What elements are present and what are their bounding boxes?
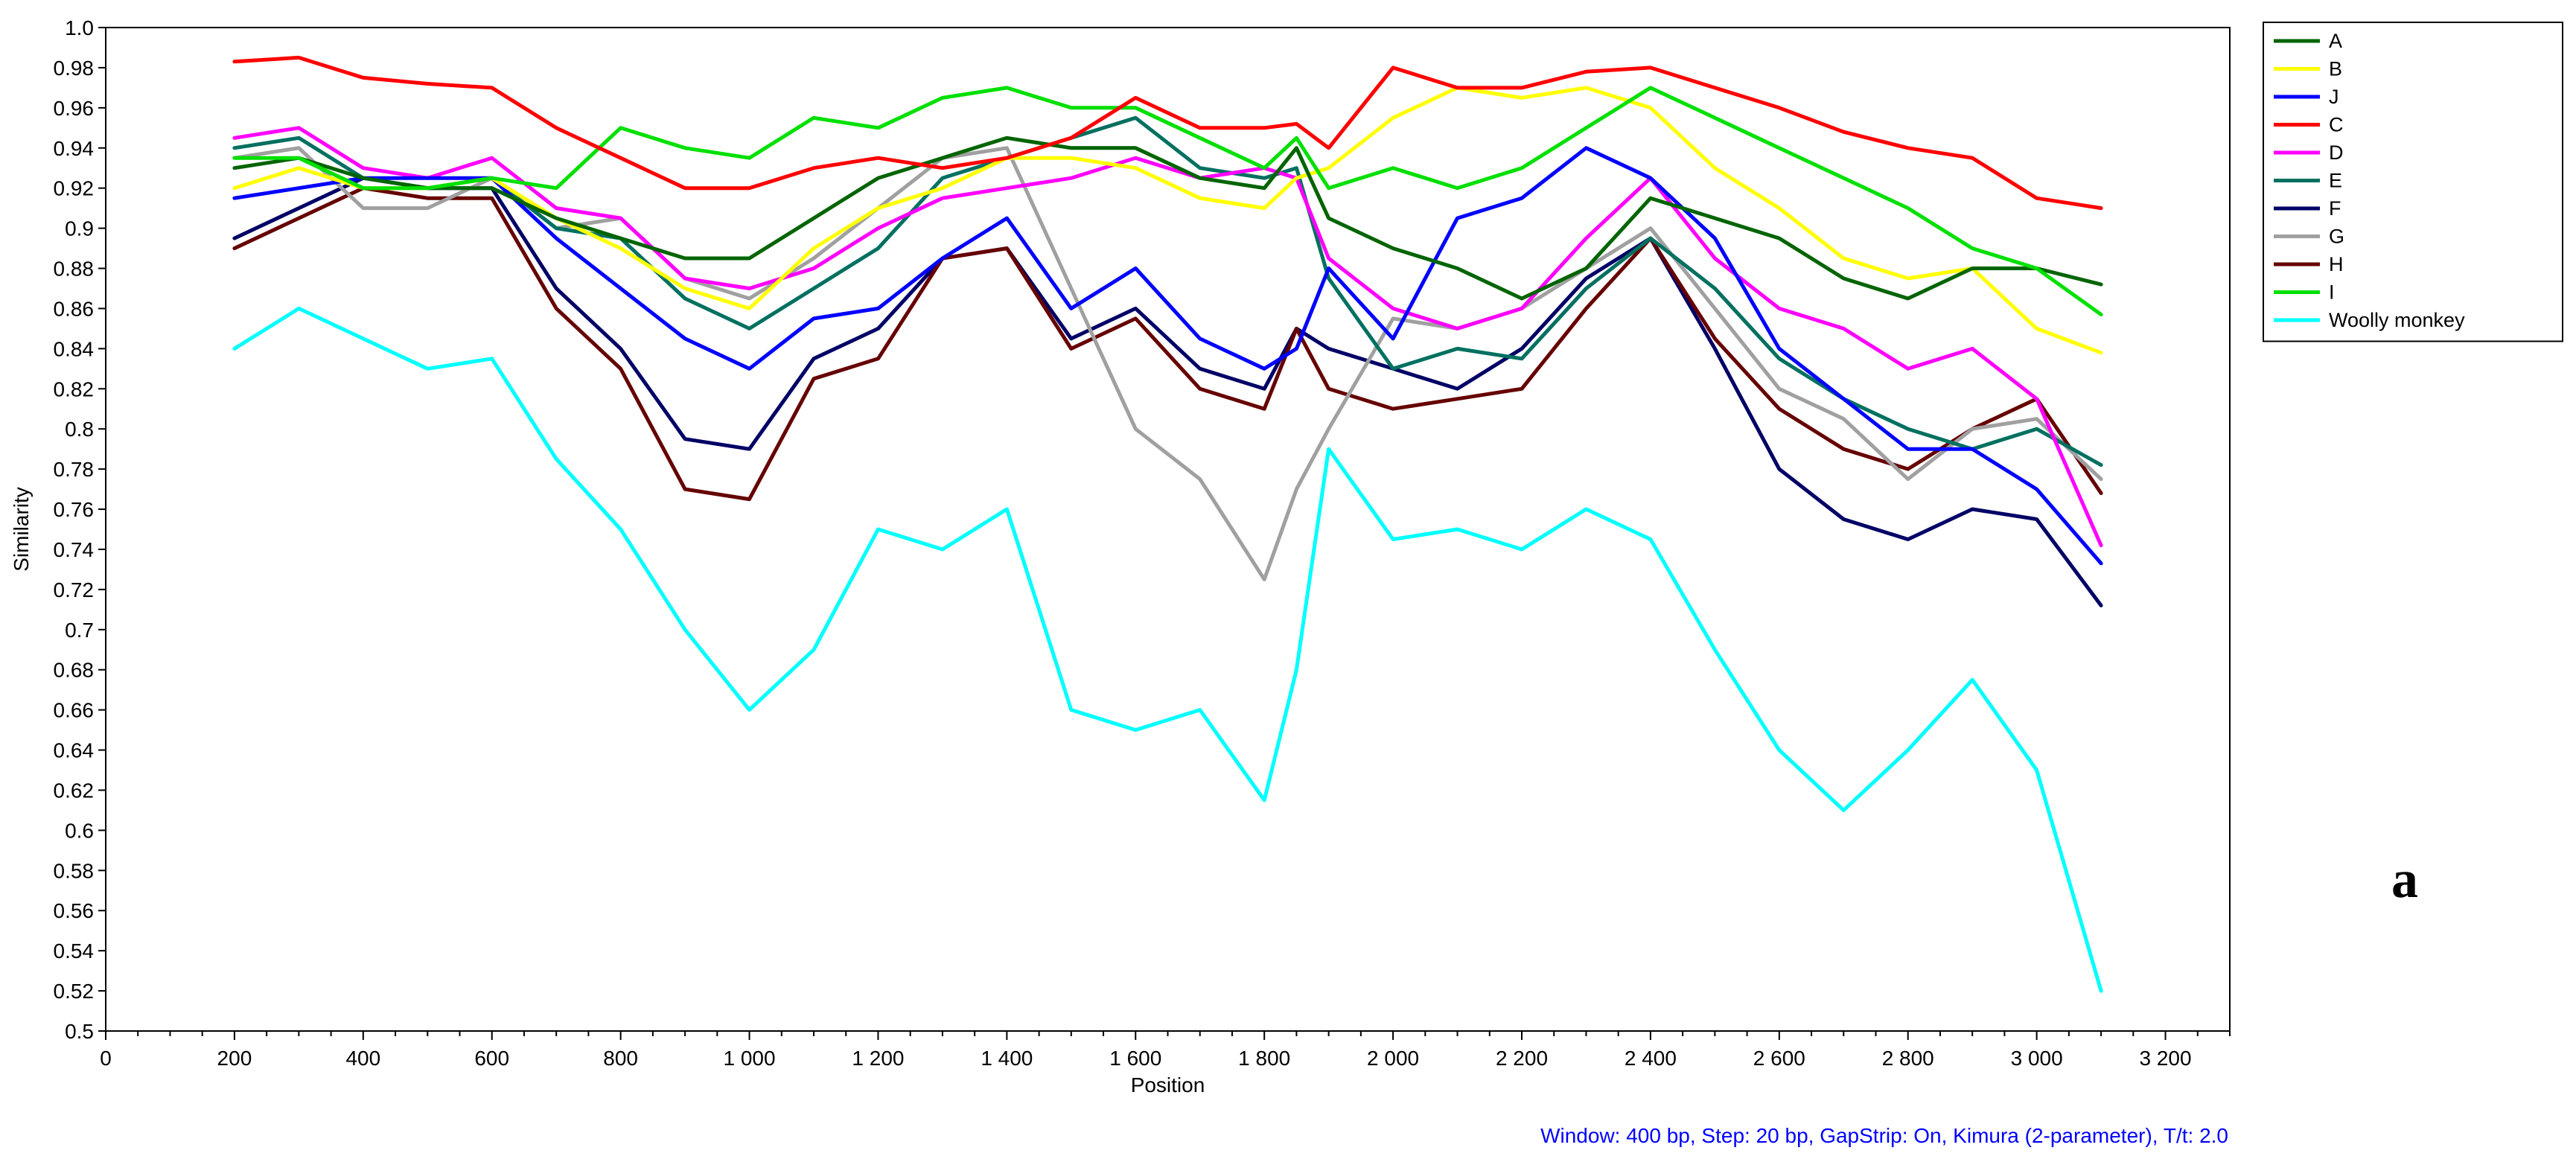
y-tick-label: 0.68 (54, 659, 95, 682)
y-tick-label: 0.98 (54, 57, 95, 80)
y-tick-label: 0.8 (65, 418, 94, 441)
y-tick-label: 0.6 (65, 819, 94, 842)
legend-label-g: G (2329, 226, 2344, 248)
y-tick-label: 0.56 (54, 899, 95, 922)
parameters-note: Window: 400 bp, Step: 20 bp, GapStrip: O… (1540, 1124, 2228, 1147)
y-tick-label: 0.86 (54, 297, 95, 320)
y-tick-label: 0.88 (54, 258, 95, 281)
panel-letter: a (2391, 849, 2418, 909)
y-tick-label: 0.76 (54, 498, 95, 521)
x-tick-label: 1 600 (1109, 1047, 1161, 1070)
legend-label-j: J (2329, 86, 2339, 108)
series-line-j (232, 146, 2103, 566)
x-tick-label: 1 200 (852, 1047, 904, 1070)
legend-label-woolly-monkey: Woolly monkey (2329, 309, 2465, 331)
y-tick-label: 0.64 (54, 739, 95, 762)
x-tick-label: 0 (100, 1047, 112, 1070)
y-tick-label: 0.9 (65, 217, 94, 240)
series-line-f (232, 176, 2103, 607)
y-tick-label: 0.96 (54, 97, 95, 120)
y-tick-label: 0.94 (54, 137, 95, 160)
x-tick-label: 2 400 (1625, 1047, 1677, 1070)
x-tick-label: 2 200 (1496, 1047, 1548, 1070)
series-line-c (232, 55, 2103, 211)
x-tick-label: 200 (217, 1047, 252, 1070)
series-line-i (232, 86, 2103, 316)
y-tick-label: 0.78 (54, 458, 95, 481)
legend-label-a: A (2329, 30, 2342, 52)
x-tick-label: 2 600 (1753, 1047, 1805, 1070)
x-tick-label: 3 200 (2140, 1047, 2192, 1070)
y-tick-label: 0.58 (54, 859, 95, 882)
series-line-woolly-monkey (232, 306, 2103, 993)
x-tick-label: 3 000 (2011, 1047, 2063, 1070)
legend-label-h: H (2329, 253, 2344, 275)
legend-label-b: B (2329, 58, 2342, 80)
x-axis: 0 200 400 600 800 1 000 1 200 1 400 1 600 1 800 2 … (100, 1031, 2231, 1070)
series-group (232, 55, 2103, 993)
x-tick-label: 400 (345, 1047, 380, 1070)
series-line-a (232, 135, 2103, 301)
legend-label-f: F (2329, 197, 2341, 220)
y-tick-label: 0.92 (54, 177, 95, 200)
y-tick-label: 0.5 (65, 1020, 94, 1043)
y-tick-label: 0.82 (54, 377, 95, 400)
x-tick-label: 600 (474, 1047, 509, 1070)
y-tick-label: 0.62 (54, 779, 95, 802)
x-tick-label: 1 400 (981, 1047, 1033, 1070)
legend-label-i: I (2329, 281, 2335, 304)
x-tick-label: 1 800 (1238, 1047, 1290, 1070)
x-axis-title: Position (1131, 1073, 1205, 1097)
legend-label-c: C (2329, 114, 2344, 136)
y-tick-label: 1.0 (65, 16, 94, 39)
y-tick-label: 0.72 (54, 578, 95, 601)
y-tick-label: 0.54 (54, 939, 95, 963)
y-tick-label: 0.74 (54, 538, 95, 561)
legend-label-e: E (2329, 170, 2342, 192)
y-tick-label: 0.7 (65, 619, 94, 642)
y-axis-title: Similarity (10, 487, 33, 572)
y-tick-label: 0.52 (54, 980, 95, 1003)
x-tick-label: 1 000 (724, 1047, 776, 1070)
x-tick-label: 800 (603, 1047, 638, 1070)
x-tick-label: 2 000 (1367, 1047, 1419, 1070)
legend-label-d: D (2329, 141, 2344, 164)
series-line-e (232, 115, 2103, 467)
y-tick-label: 0.66 (54, 699, 95, 722)
y-tick-label: 0.84 (54, 337, 95, 360)
x-tick-label: 2 800 (1882, 1047, 1934, 1070)
series-line-h (232, 186, 2103, 502)
y-axis: 0.5 0.52 0.54 0.56 0.58 0.6 0.62 0.64 0.66 0.68 0.… (54, 16, 106, 1043)
